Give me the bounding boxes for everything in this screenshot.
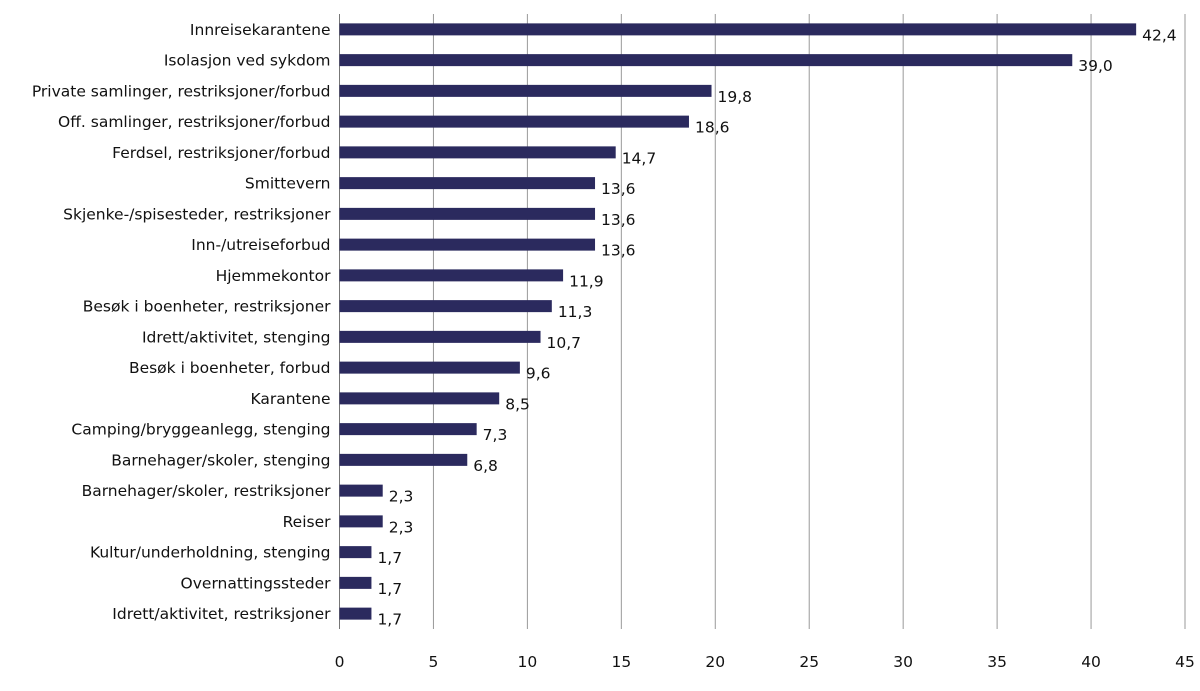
- bar: [339, 238, 596, 251]
- value-labels: 42,4 39,0 19,8 18,6 14,7 13,6 13,6 13,6 11,9 11,3…: [377, 26, 1176, 628]
- category-label: Idrett/aktivitet, stenging: [142, 328, 331, 346]
- category-label: Barnehager/skoler, restriksjoner: [82, 482, 332, 500]
- category-labels: Innreisekarantene Isolasjon ved sykdom Pri…: [32, 21, 331, 623]
- x-tick-label: 35: [987, 653, 1007, 671]
- gridlines: [339, 14, 1186, 629]
- x-tick-label: 15: [611, 653, 631, 671]
- data-label: 14,7: [622, 149, 657, 167]
- bar: [339, 392, 500, 405]
- data-label: 18,6: [695, 119, 730, 137]
- bar: [339, 453, 468, 466]
- data-label: 2,3: [389, 518, 414, 536]
- bar: [339, 607, 372, 620]
- bar: [339, 361, 520, 374]
- category-label: Overnattingssteder: [181, 574, 332, 592]
- data-label: 11,9: [569, 272, 604, 290]
- bars: [339, 23, 1137, 620]
- category-label: Inn-/utreiseforbud: [191, 236, 330, 254]
- category-label: Besøk i boenheter, forbud: [129, 359, 331, 377]
- category-label: Private samlinger, restriksjoner/forbud: [32, 82, 331, 100]
- x-tick-label: 10: [518, 653, 538, 671]
- category-label: Besøk i boenheter, restriksjoner: [83, 298, 331, 316]
- data-label: 13,6: [601, 211, 636, 229]
- data-label: 13,6: [601, 242, 636, 260]
- bar: [339, 484, 383, 497]
- bar: [339, 115, 689, 128]
- category-label: Camping/bryggeanlegg, stenging: [71, 421, 330, 439]
- category-label: Isolasjon ved sykdom: [164, 52, 331, 70]
- data-label: 8,5: [505, 395, 530, 413]
- bar: [339, 546, 372, 559]
- bar: [339, 300, 552, 313]
- data-label: 7,3: [483, 426, 508, 444]
- bar: [339, 330, 541, 343]
- category-label: Kultur/underholdning, stenging: [90, 544, 331, 562]
- data-label: 9,6: [526, 365, 551, 383]
- data-label: 2,3: [389, 488, 414, 506]
- bar: [339, 269, 564, 282]
- bar: [339, 207, 596, 220]
- category-label: Idrett/aktivitet, restriksjoner: [112, 605, 331, 623]
- bar: [339, 177, 596, 190]
- data-label: 39,0: [1078, 57, 1113, 75]
- category-label: Innreisekarantene: [190, 21, 331, 39]
- category-label: Ferdsel, restriksjoner/forbud: [112, 144, 330, 162]
- data-label: 10,7: [547, 334, 582, 352]
- bar: [339, 146, 616, 159]
- data-label: 1,7: [377, 549, 402, 567]
- category-label: Hjemmekontor: [216, 267, 332, 285]
- category-label: Reiser: [283, 513, 332, 531]
- bar: [339, 576, 372, 589]
- x-tick-label: 5: [429, 653, 439, 671]
- x-axis-ticks: 0 5 10 15 20 25 30 35 40 45: [335, 653, 1195, 671]
- category-label: Skjenke-/spisesteder, restriksjoner: [63, 205, 331, 223]
- x-tick-label: 45: [1175, 653, 1195, 671]
- category-label: Karantene: [250, 390, 330, 408]
- data-label: 11,3: [558, 303, 593, 321]
- data-label: 19,8: [718, 88, 753, 106]
- x-tick-label: 0: [335, 653, 345, 671]
- x-tick-label: 25: [799, 653, 819, 671]
- bar: [339, 515, 383, 528]
- data-label: 1,7: [377, 580, 402, 598]
- bar: [339, 54, 1073, 67]
- category-label: Barnehager/skoler, stenging: [111, 451, 330, 469]
- bar: [339, 23, 1137, 36]
- category-label: Smittevern: [245, 175, 331, 193]
- bar: [339, 84, 712, 97]
- data-label: 42,4: [1142, 26, 1177, 44]
- x-tick-label: 30: [893, 653, 913, 671]
- bar: [339, 423, 477, 436]
- data-label: 1,7: [377, 611, 402, 629]
- data-label: 6,8: [473, 457, 498, 475]
- x-tick-label: 40: [1081, 653, 1101, 671]
- data-label: 13,6: [601, 180, 636, 198]
- category-label: Off. samlinger, restriksjoner/forbud: [58, 113, 330, 131]
- x-tick-label: 20: [705, 653, 725, 671]
